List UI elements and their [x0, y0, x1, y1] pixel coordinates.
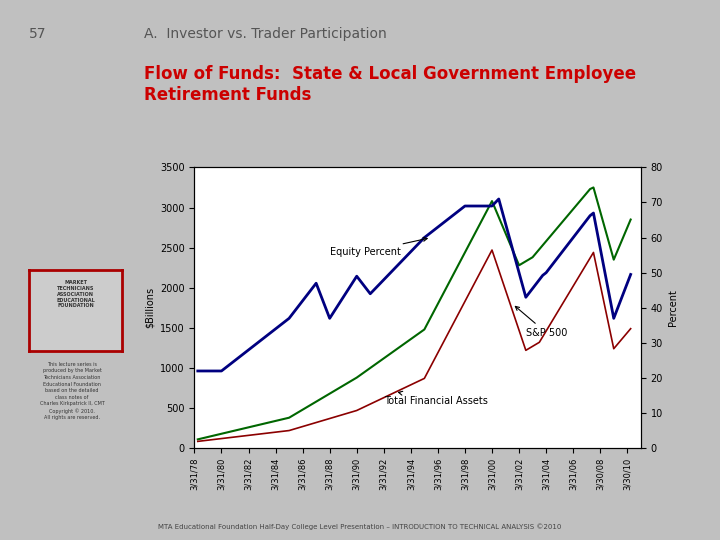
Text: A.  Investor vs. Trader Participation: A. Investor vs. Trader Participation — [144, 27, 387, 41]
Text: 57: 57 — [29, 27, 46, 41]
Y-axis label: $Billions: $Billions — [145, 287, 154, 328]
Text: S&P 500: S&P 500 — [516, 306, 567, 338]
Text: Equity Percent: Equity Percent — [330, 238, 427, 257]
Y-axis label: Percent: Percent — [668, 289, 678, 326]
Text: MTA Educational Foundation Half-Day College Level Presentation – INTRODUCTION TO: MTA Educational Foundation Half-Day Coll… — [158, 523, 562, 530]
Text: Total Financial Assets: Total Financial Assets — [384, 392, 487, 406]
Text: MARKET
TECHNICIANS
ASSOCIATION
EDUCATIONAL
FOUNDATION: MARKET TECHNICIANS ASSOCIATION EDUCATION… — [56, 280, 95, 308]
Text: Flow of Funds:  State & Local Government Employee
Retirement Funds: Flow of Funds: State & Local Government … — [144, 65, 636, 104]
Text: This lecture series is
produced by the Market
Technicians Association
Educationa: This lecture series is produced by the M… — [40, 362, 104, 421]
